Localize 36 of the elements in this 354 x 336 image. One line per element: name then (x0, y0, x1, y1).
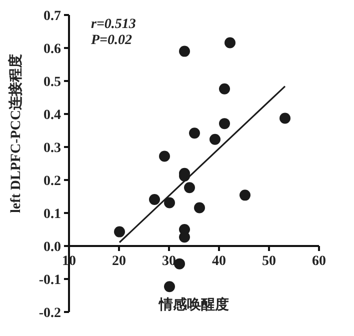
y-axis-title: left DLPFC-PCC连接程度 (7, 54, 24, 214)
x-tick-label: 20 (112, 254, 126, 269)
x-tick-label: 60 (312, 254, 326, 269)
y-tick-label: 0.3 (44, 141, 61, 156)
point (224, 37, 236, 48)
x-tick-label: 30 (162, 254, 176, 269)
point (164, 197, 175, 208)
point (179, 232, 190, 243)
point (189, 128, 200, 139)
y-tick-label: 0.7 (44, 9, 61, 24)
point (174, 258, 185, 270)
y-tick-label: 0.5 (44, 75, 61, 90)
annotation: P=0.02 (91, 33, 132, 48)
point (210, 134, 220, 145)
point (149, 194, 160, 205)
point (184, 182, 195, 194)
x-tick-label: 50 (262, 254, 276, 269)
point (219, 83, 230, 94)
x-axis-title: 情感唤醒度 (158, 296, 229, 313)
point (240, 190, 250, 201)
x-tick-label: 40 (212, 254, 226, 269)
point (280, 112, 290, 124)
point (159, 150, 170, 162)
y-tick-label: -0.2 (38, 306, 61, 321)
point (179, 46, 190, 57)
point (219, 118, 230, 130)
y-tick-label: 0.0 (44, 240, 61, 255)
y-tick-label: -0.1 (38, 273, 61, 288)
y-tick-label: 0.2 (44, 174, 61, 189)
point (114, 226, 125, 238)
annotation: r=0.513 (91, 17, 136, 32)
y-tick-label: 0.4 (44, 108, 61, 123)
y-tick-label: 0.1 (44, 207, 61, 222)
y-tick-label: 0.6 (44, 42, 61, 57)
point (164, 281, 175, 292)
point (194, 202, 205, 214)
